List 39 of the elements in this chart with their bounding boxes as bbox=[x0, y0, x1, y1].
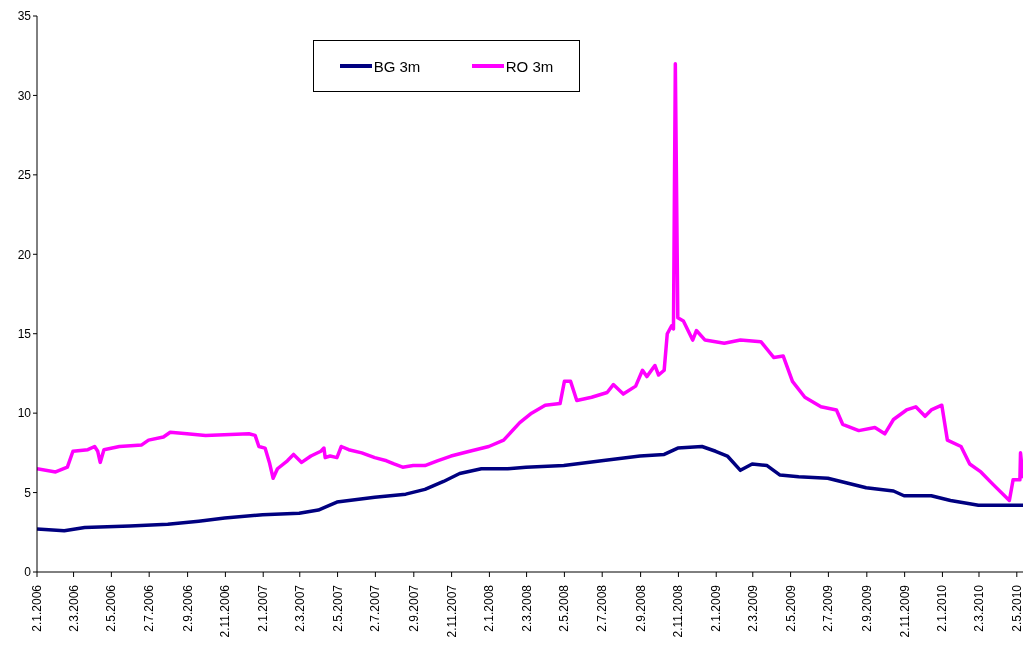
x-tick-label: 2.7.2006 bbox=[142, 584, 157, 632]
x-tick-label: 2.11.2007 bbox=[444, 584, 459, 638]
x-tick-label: 2.11.2008 bbox=[671, 584, 686, 638]
x-tick-label: 2.9.2008 bbox=[633, 584, 648, 632]
y-tick-label: 0 bbox=[24, 565, 32, 580]
x-tick-label: 2.1.2006 bbox=[30, 584, 44, 632]
x-tick-label: 2.7.2008 bbox=[595, 584, 610, 632]
x-tick-label: 2.1.2008 bbox=[482, 584, 497, 632]
x-tick-label: 2.3.2009 bbox=[745, 584, 760, 632]
x-tick-label: 2.5.2007 bbox=[330, 584, 345, 632]
x-tick-label: 2.1.2009 bbox=[709, 584, 724, 632]
x-tick-label: 2.9.2007 bbox=[406, 584, 421, 632]
y-tick-label: 35 bbox=[17, 9, 32, 24]
x-tick-label: 2.9.2009 bbox=[859, 584, 874, 632]
x-tick-label: 2.5.2006 bbox=[104, 584, 119, 632]
legend-label: BG 3m bbox=[373, 57, 421, 75]
x-tick-label: 2.5.2010 bbox=[1009, 584, 1024, 632]
y-tick-label: 25 bbox=[17, 168, 32, 183]
x-tick-label: 2.11.2006 bbox=[218, 584, 233, 638]
x-tick-label: 2.5.2008 bbox=[557, 584, 572, 632]
y-tick-label: 10 bbox=[17, 406, 32, 421]
x-tick-label: 2.7.2009 bbox=[821, 584, 836, 632]
x-tick-label: 2.3.2010 bbox=[972, 584, 986, 632]
x-tick-label: 2.3.2008 bbox=[519, 584, 534, 632]
x-tick-label: 2.7.2007 bbox=[368, 584, 383, 632]
y-tick-label: 5 bbox=[24, 485, 32, 500]
y-tick-label: 20 bbox=[17, 247, 32, 262]
y-tick-label: 15 bbox=[17, 326, 32, 341]
x-tick-label: 2.3.2007 bbox=[292, 584, 307, 632]
legend-label: RO 3m bbox=[505, 57, 554, 75]
x-tick-label: 2.3.2006 bbox=[66, 584, 81, 632]
y-tick-label: 30 bbox=[17, 88, 32, 103]
x-tick-label: 2.1.2007 bbox=[256, 584, 271, 632]
line-series bbox=[37, 444, 1023, 533]
line-series bbox=[37, 61, 1023, 503]
x-tick-label: 2.9.2006 bbox=[180, 584, 195, 632]
x-tick-label: 2.5.2009 bbox=[783, 584, 798, 632]
x-tick-label: 2.1.2010 bbox=[935, 584, 950, 632]
x-tick-label: 2.11.2009 bbox=[897, 584, 912, 638]
